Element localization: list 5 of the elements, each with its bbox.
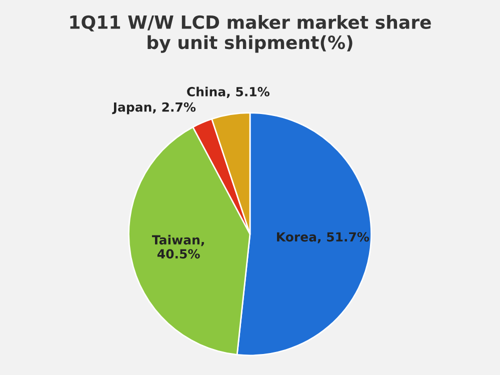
slice-label: Korea, 51.7% (277, 232, 370, 244)
slice-label: Taiwan, 40.5% (152, 234, 204, 259)
slice-label: Japan, 2.7% (112, 102, 196, 114)
slice-label: China, 5.1% (187, 86, 270, 98)
chart-title: 1Q11 W/W LCD maker market share by unit shipment(%) (70, 15, 431, 53)
